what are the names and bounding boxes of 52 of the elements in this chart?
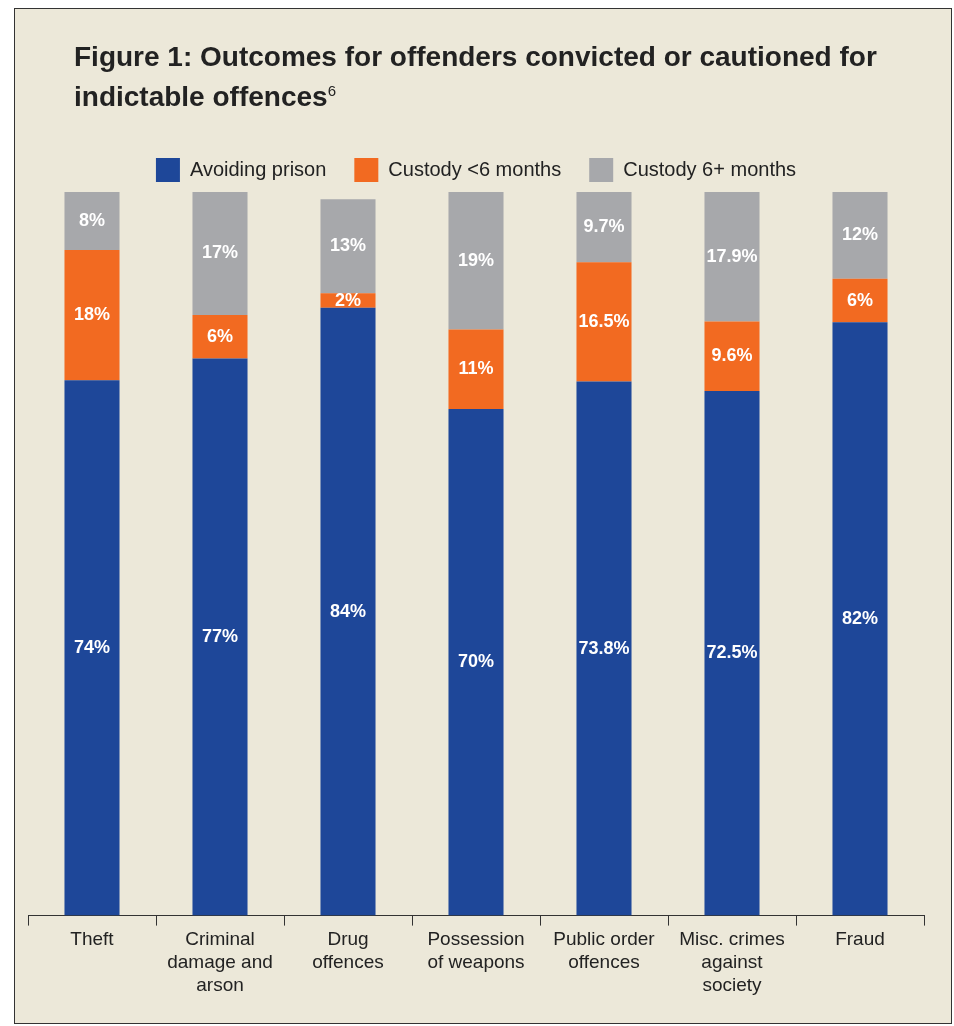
data-label: 16.5% xyxy=(578,310,630,331)
data-label: 9.6% xyxy=(711,345,753,366)
data-label: 72.5% xyxy=(706,642,758,663)
x-tick-label: Drug offences xyxy=(312,928,384,973)
data-label: 19% xyxy=(457,249,495,270)
data-label: 2% xyxy=(334,289,362,310)
bar xyxy=(64,249,120,381)
data-label: 6% xyxy=(846,289,874,310)
bar xyxy=(576,381,632,916)
data-label: 73.8% xyxy=(578,637,630,658)
x-tick-label: Criminal damage and arson xyxy=(167,928,273,995)
data-label: 17% xyxy=(201,242,239,263)
x-tick-label: Theft xyxy=(70,928,115,950)
bar xyxy=(192,192,248,316)
data-label: 8% xyxy=(78,209,106,230)
bar xyxy=(832,322,888,916)
x-tick-label: Fraud xyxy=(835,928,885,950)
data-label: 70% xyxy=(457,651,495,672)
data-label: 13% xyxy=(329,235,367,256)
data-label: 18% xyxy=(73,303,111,324)
legend-label: Custody <6 months xyxy=(388,157,562,180)
data-label: 11% xyxy=(458,358,494,379)
bar xyxy=(704,321,760,391)
bar xyxy=(320,199,376,294)
bar xyxy=(832,278,888,323)
x-tick-label: Possession of weapons xyxy=(427,928,525,973)
bar xyxy=(192,358,248,916)
bar xyxy=(448,329,504,410)
data-label: 12% xyxy=(841,224,879,245)
chart-title: Figure 1: Outcomes for offenders convicted or cautioned for indictable offences$^{6}$ xyxy=(74,40,878,115)
bar xyxy=(704,390,760,916)
bar xyxy=(576,192,632,263)
data-label: 82% xyxy=(841,607,879,628)
data-label: 9.7% xyxy=(583,216,625,237)
data-label: 17.9% xyxy=(706,245,758,266)
bar xyxy=(576,262,632,382)
x-tick-label: Public order offences xyxy=(553,928,656,973)
bar xyxy=(448,192,504,330)
bar xyxy=(64,192,120,250)
data-label: 74% xyxy=(73,636,111,657)
bar xyxy=(64,380,120,916)
bar xyxy=(448,409,504,916)
data-label: 77% xyxy=(201,625,239,646)
data-label: 84% xyxy=(329,600,367,621)
legend-label: Custody 6+ months xyxy=(623,157,797,180)
x-tick-label: Misc. crimes against society xyxy=(679,928,785,995)
bar xyxy=(320,307,376,916)
bar xyxy=(192,315,248,359)
legend-label: Avoiding prison xyxy=(189,157,327,180)
bar xyxy=(704,192,760,322)
data-label: 6% xyxy=(206,325,234,346)
bar xyxy=(832,192,888,279)
